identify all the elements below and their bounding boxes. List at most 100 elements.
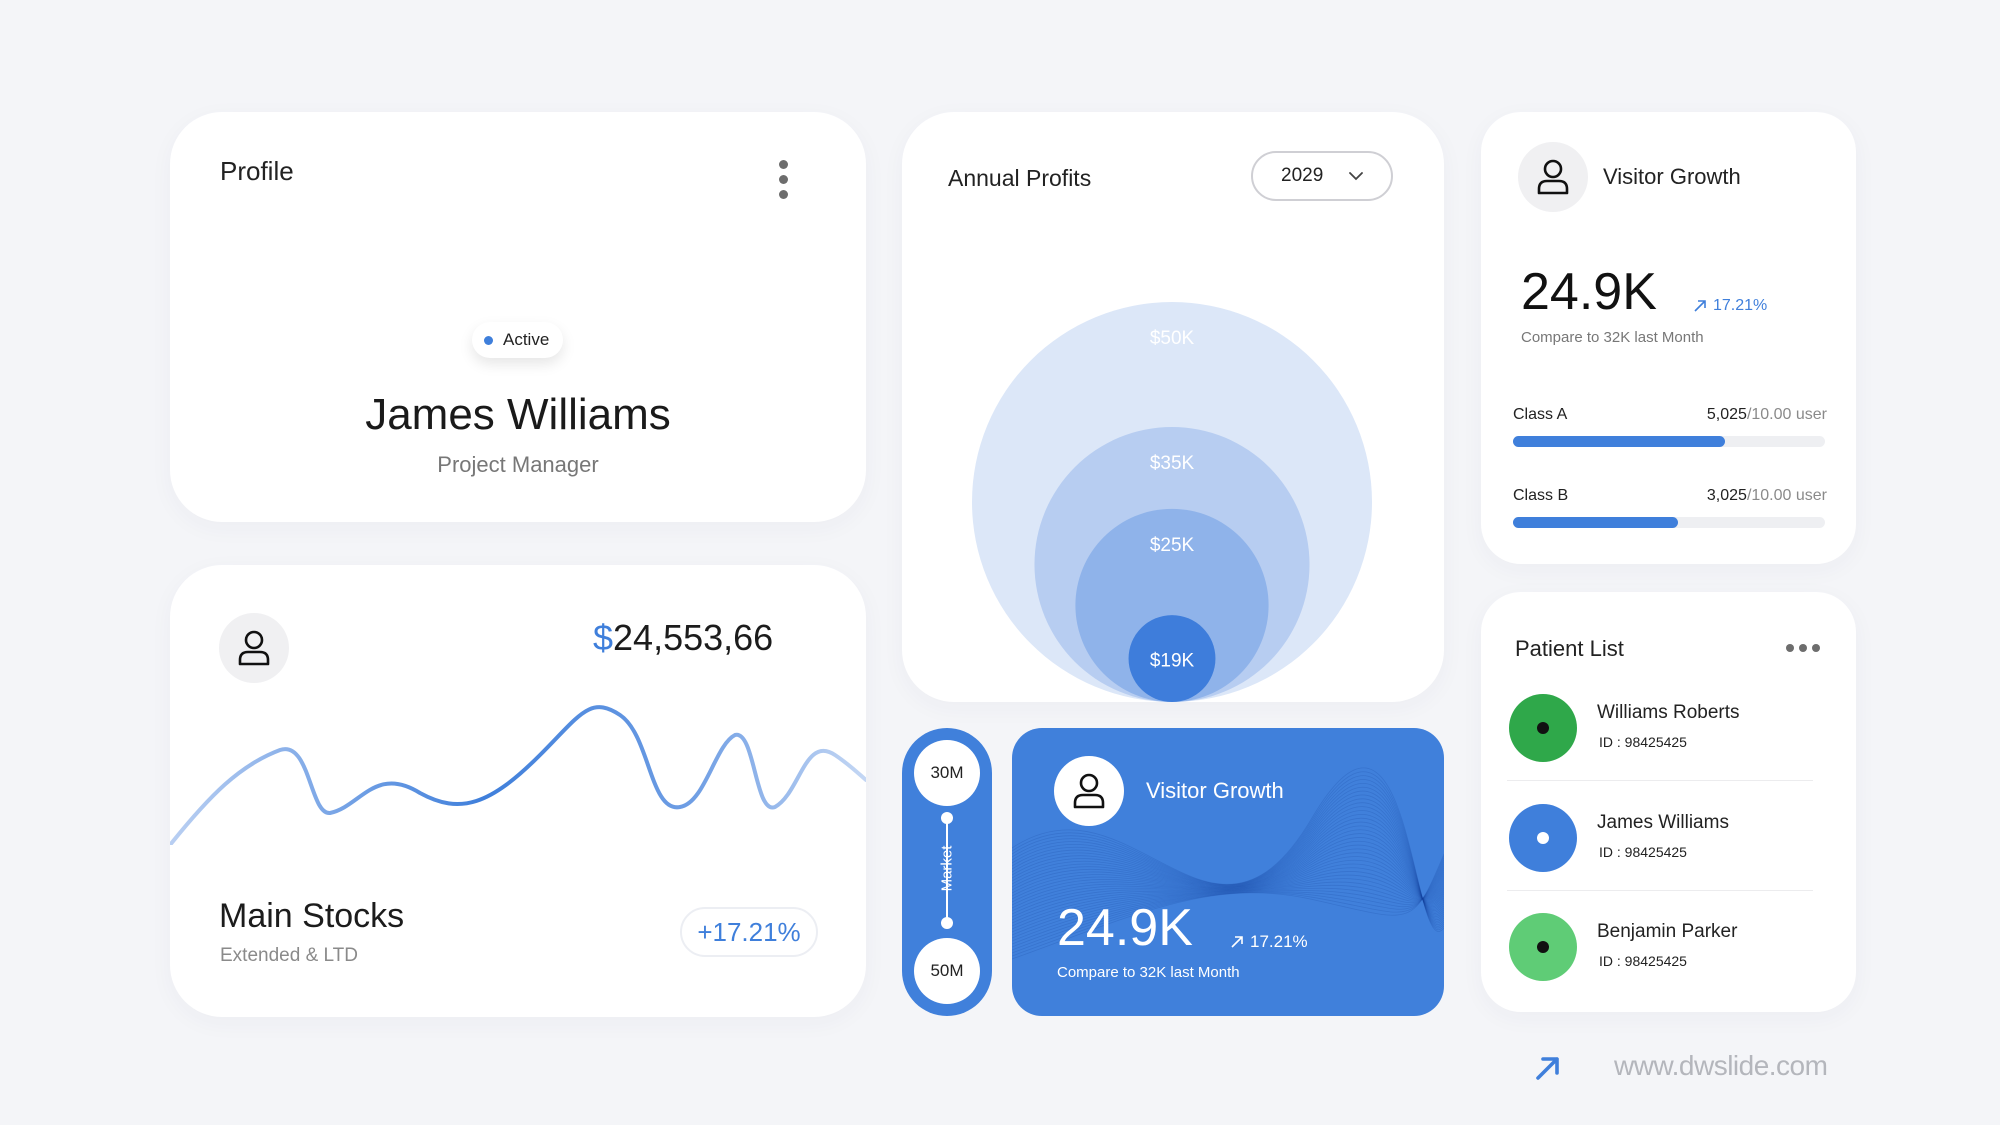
- footer-url[interactable]: www.dwslide.com: [1614, 1050, 1828, 1081]
- market-handle-bottom[interactable]: [941, 917, 953, 929]
- mesh-line: [1012, 817, 1444, 911]
- mesh-line: [1012, 859, 1444, 921]
- bubble-label: $35K: [1150, 453, 1195, 474]
- patient-list-title: Patient List: [1515, 636, 1624, 661]
- mesh-line: [1012, 798, 1444, 919]
- patient-id: ID : 98425425: [1599, 953, 1687, 969]
- class-b-progress-fill: [1513, 517, 1679, 528]
- year-select[interactable]: 2029: [1251, 151, 1393, 201]
- class-a-progress-fill: [1513, 436, 1726, 447]
- stocks-sub: Extended & LTD: [220, 945, 359, 966]
- visitor-growth-value: 24.9K: [1521, 263, 1657, 321]
- mesh-line: [1012, 853, 1444, 960]
- class-a-row: Class A 5,025/10.00 user: [1513, 406, 1827, 447]
- profile-title: Profile: [220, 156, 294, 186]
- mesh-line: [1012, 813, 1444, 913]
- mesh-line: [1012, 867, 1444, 927]
- mesh-line: [1012, 859, 1444, 951]
- divider: [1507, 780, 1813, 781]
- mesh-line: [1012, 871, 1444, 933]
- user-icon: [1518, 142, 1588, 212]
- class-value: 3,025: [1706, 487, 1747, 504]
- bubble-19k: [1128, 615, 1216, 702]
- mesh-background: [1012, 767, 1444, 960]
- mesh-line: [1012, 790, 1444, 922]
- mesh-line: [1012, 856, 1444, 918]
- bubble-label: $50K: [1150, 328, 1195, 349]
- mesh-line: [1012, 865, 1444, 942]
- divider: [1507, 890, 1813, 891]
- patient-name: James Williams: [1597, 812, 1729, 833]
- class-b-progress: [1513, 517, 1825, 528]
- bubble-label: $25K: [1150, 535, 1195, 556]
- arrow-up-right-icon: [1231, 936, 1243, 948]
- class-label: Class B: [1513, 487, 1569, 504]
- annual-profits-card: $50K $35K $25K $19K Annual Profits 2029: [902, 112, 1444, 702]
- visitor-growth-change: 17.21%: [1693, 297, 1767, 315]
- arrow-up-right-icon: [1694, 300, 1706, 312]
- mesh-line: [1012, 857, 1444, 954]
- mesh-line: [1012, 869, 1444, 936]
- patient-avatar: [1509, 913, 1577, 981]
- visitor-growth-title: Visitor Growth: [1603, 164, 1741, 189]
- mesh-line: [1012, 855, 1444, 957]
- mesh-line: [1012, 861, 1444, 948]
- mesh-line: [1012, 825, 1444, 909]
- market-handle-top[interactable]: [941, 812, 953, 824]
- arrow-up-right-icon: [1536, 1057, 1559, 1080]
- class-unit: /10.00 user: [1746, 406, 1827, 423]
- mesh-line: [1012, 829, 1444, 908]
- mesh-line: [1012, 775, 1444, 929]
- mesh-line: [1012, 844, 1444, 909]
- market-slider[interactable]: 30M Market 50M: [902, 728, 992, 1016]
- mesh-line: [1012, 833, 1444, 906]
- patient-id: ID : 98425425: [1599, 734, 1687, 750]
- mesh-line: [1012, 852, 1444, 915]
- patient-name: Benjamin Parker: [1597, 921, 1738, 942]
- visitor-growth-blue-card: Visitor Growth 24.9K 17.21% Compare to 3…: [1012, 728, 1444, 1016]
- stock-amount: $24,553,66: [593, 617, 773, 659]
- vertical-dots-icon[interactable]: [768, 156, 798, 216]
- change-text: 17.21%: [1713, 297, 1768, 314]
- list-item[interactable]: Benjamin Parker ID : 98425425: [1507, 913, 1817, 1013]
- horizontal-dots-icon[interactable]: [1786, 644, 1820, 652]
- dot-icon: [1537, 832, 1549, 844]
- mesh-line: [1012, 767, 1444, 932]
- dot-icon: [1537, 722, 1549, 734]
- list-item[interactable]: James Williams ID : 98425425: [1507, 804, 1817, 904]
- profile-card: Profile Active James Williams Project Ma…: [170, 112, 866, 522]
- patient-avatar: [1509, 804, 1577, 872]
- annual-profits-chart: $50K $35K $25K $19K: [972, 302, 1372, 702]
- mesh-line: [1012, 794, 1444, 921]
- bubble-25k: [1075, 508, 1269, 702]
- mesh-line: [1012, 786, 1444, 924]
- class-label: Class A: [1513, 406, 1568, 423]
- mesh-line: [1012, 782, 1444, 925]
- mesh-line: [1012, 841, 1444, 906]
- chevron-down-icon: [1349, 171, 1364, 180]
- mesh-line: [1012, 848, 1444, 912]
- class-a-progress: [1513, 436, 1825, 447]
- mesh-line: [1012, 779, 1444, 927]
- class-b-row: Class B 3,025/10.00 user: [1513, 487, 1827, 528]
- market-bottom-knob[interactable]: 50M: [914, 938, 980, 1004]
- mesh-line: [1012, 863, 1444, 945]
- mesh-line: [1012, 871, 1444, 930]
- profile-name: James Williams: [365, 390, 671, 439]
- main-stocks-card: $24,553,66 Main Stocks Extended & LTD +1…: [170, 565, 866, 1017]
- bubble-label: $19K: [1150, 651, 1195, 672]
- mesh-line: [1012, 867, 1444, 939]
- patient-list-card: Patient List Williams Roberts ID : 98425…: [1481, 592, 1856, 1012]
- mesh-line: [1012, 863, 1444, 924]
- stocks-sparkline: [170, 705, 866, 845]
- list-item[interactable]: Williams Roberts ID : 98425425: [1507, 694, 1817, 794]
- market-label: Market: [938, 845, 956, 892]
- dot-icon: [1537, 941, 1549, 953]
- visitor-growth-compare: Compare to 32K last Month: [1521, 329, 1704, 346]
- market-top-knob[interactable]: 30M: [914, 740, 980, 806]
- status-badge: Active: [472, 322, 564, 358]
- visitor-growth-blue-title: Visitor Growth: [1146, 778, 1284, 803]
- mesh-line: [1012, 837, 1444, 905]
- visitor-growth-card: Visitor Growth 24.9K 17.21% Compare to 3…: [1481, 112, 1856, 564]
- mesh-line: [1012, 771, 1444, 930]
